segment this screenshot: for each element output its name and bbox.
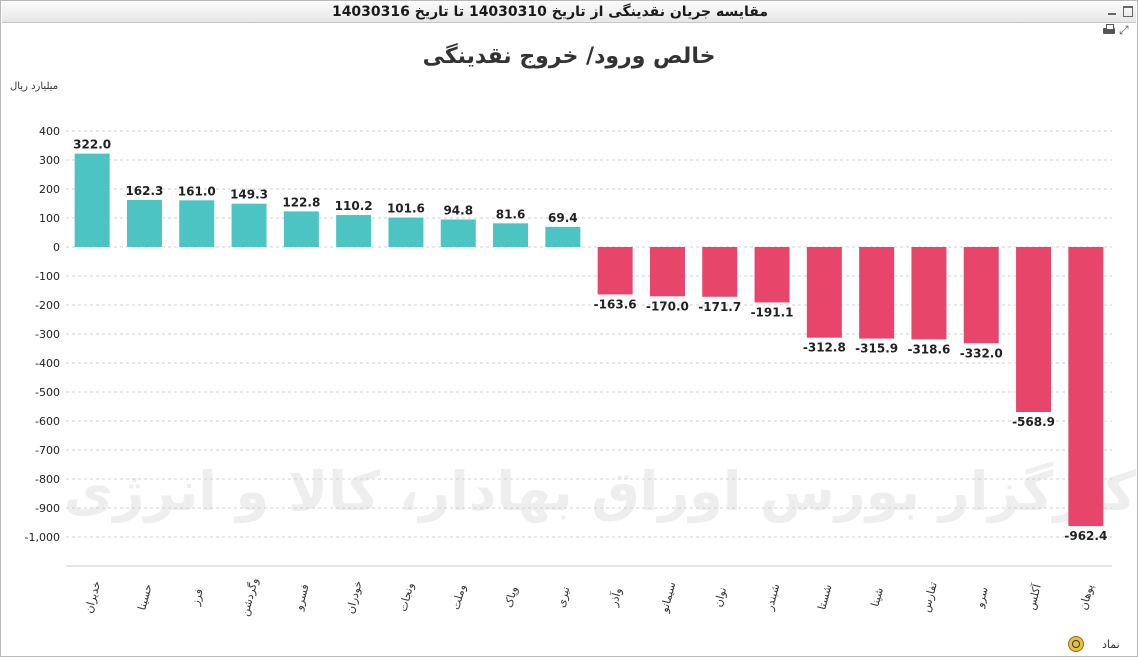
y-tick-label: 0	[53, 241, 60, 254]
x-tick-label: سیمانو	[658, 580, 679, 614]
data-label: 162.3	[125, 184, 163, 198]
data-label: -315.9	[855, 342, 898, 356]
data-label: -312.8	[803, 341, 846, 355]
y-tick-label: -600	[35, 415, 60, 428]
y-tick-label: -700	[35, 444, 60, 457]
bar	[964, 247, 999, 343]
bar	[336, 215, 371, 247]
x-tick-label: نوان	[712, 586, 730, 609]
x-tick-label: وملت	[449, 583, 468, 611]
x-tick-label: نیری	[554, 585, 572, 609]
data-label: 110.2	[335, 199, 373, 213]
x-tick-label: شپنا	[869, 586, 887, 608]
y-tick-label: -900	[35, 502, 60, 515]
bar	[755, 247, 790, 302]
data-label: 122.8	[282, 195, 320, 209]
y-tick-label: -800	[35, 473, 60, 486]
data-label: 149.3	[230, 188, 268, 202]
data-label: -568.9	[1012, 415, 1055, 429]
x-tick-label: سرو	[973, 585, 991, 609]
data-label: 101.6	[387, 202, 425, 216]
y-tick-label: 300	[39, 154, 60, 167]
bar	[179, 200, 214, 247]
data-label: 69.4	[548, 211, 578, 225]
x-tick-label: وگردشن	[238, 577, 261, 618]
unit-label: میلیارد ریال	[10, 81, 58, 92]
data-label: -171.7	[698, 300, 741, 314]
x-tick-label: وآذر	[606, 586, 625, 609]
data-label: 161.0	[178, 184, 216, 198]
bar	[127, 200, 162, 247]
x-tick-label: ونجات	[397, 581, 417, 613]
x-tick-label: شبندر	[763, 582, 783, 612]
bar	[493, 223, 528, 247]
bar	[1016, 247, 1051, 412]
data-label: -191.1	[751, 305, 794, 319]
bar	[388, 218, 423, 247]
data-label: -170.0	[646, 299, 689, 313]
x-tick-label: وپاک	[502, 585, 520, 609]
x-axis: خدیران حسینا فرز وگردشن فسرو خودران ونجات وملت و…	[82, 577, 1096, 618]
y-tick-label: -100	[35, 270, 60, 283]
bar	[545, 227, 580, 247]
y-tick-label: -200	[35, 299, 60, 312]
legend-label: نماد	[1102, 638, 1120, 651]
x-tick-label: فرز	[189, 587, 206, 607]
chart-title: خالص ورود/ خروج نقدینگی	[0, 44, 1138, 69]
y-axis: 400 300 200 100 0 -100 -200 -300 -400 -500 -600 -70…	[25, 125, 60, 544]
y-tick-label: 100	[39, 212, 60, 225]
y-tick-label: 200	[39, 183, 60, 196]
data-label: 94.8	[443, 204, 473, 218]
y-tick-label: -500	[35, 386, 60, 399]
y-tick-label: 400	[39, 125, 60, 138]
bar	[650, 247, 685, 296]
data-label: -318.6	[907, 342, 950, 356]
bar	[807, 247, 842, 338]
x-tick-label: فسرو	[292, 583, 312, 613]
x-tick-label: پوهان	[1077, 583, 1096, 611]
bar	[859, 247, 894, 339]
x-tick-label: خدیران	[82, 580, 103, 615]
bar	[75, 154, 110, 247]
y-tick-label: -400	[35, 357, 60, 370]
x-tick-label: شستا	[815, 583, 834, 611]
bar	[702, 247, 737, 297]
x-tick-label: حسینا	[135, 583, 154, 612]
refresh-icon[interactable]	[1068, 636, 1084, 652]
x-tick-label: آکلس	[1024, 582, 1044, 612]
x-tick-label: خودران	[344, 579, 365, 615]
data-label: 322.0	[73, 138, 111, 152]
y-tick-label: -300	[35, 328, 60, 341]
x-tick-label: تفارس	[919, 581, 940, 614]
bar	[911, 247, 946, 339]
watermark: کارگزار بورس اوراق بهادار، کالا و انرژی	[64, 460, 1137, 523]
bar	[284, 211, 319, 247]
bar	[598, 247, 633, 294]
data-label: 81.6	[496, 207, 526, 221]
bar	[1068, 247, 1103, 526]
data-label: -332.0	[960, 346, 1003, 360]
data-label: -962.4	[1064, 529, 1107, 543]
bar	[232, 204, 267, 247]
data-label: -163.6	[594, 297, 637, 311]
y-tick-label: -1,000	[25, 531, 60, 544]
bar	[441, 220, 476, 247]
